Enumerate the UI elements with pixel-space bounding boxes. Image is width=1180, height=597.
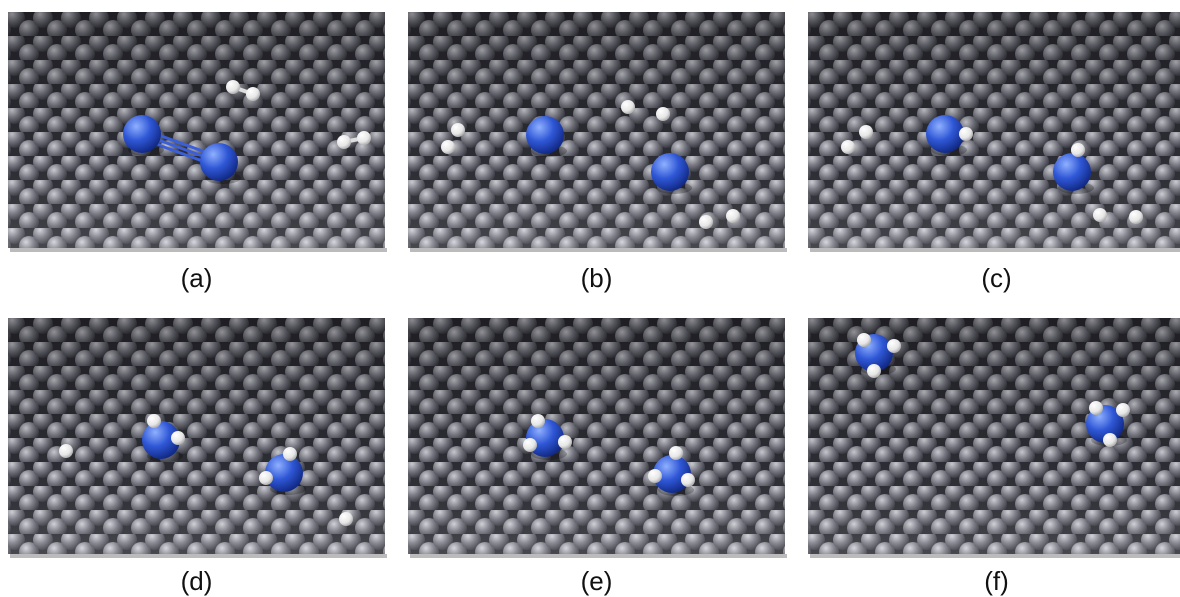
panel xyxy=(8,318,387,558)
panel xyxy=(808,12,1180,252)
hydrogen-atom xyxy=(656,107,670,121)
hydrogen-atom xyxy=(59,444,73,458)
hydrogen-atom xyxy=(841,140,855,154)
hydrogen-atom xyxy=(337,135,351,149)
panel-label: (f) xyxy=(984,566,1009,596)
hydrogen-atom xyxy=(1071,143,1085,157)
panel-label: (b) xyxy=(581,263,613,293)
hydrogen-atom xyxy=(147,414,161,428)
panel xyxy=(8,12,387,252)
panel-label: (e) xyxy=(581,566,613,596)
surface-shade xyxy=(8,318,385,554)
hydrogen-atom xyxy=(669,446,683,460)
hydrogen-atom xyxy=(339,512,353,526)
hydrogen-atom xyxy=(1116,403,1130,417)
panel-label: (c) xyxy=(981,263,1011,293)
panel-shadow xyxy=(10,248,387,252)
hydrogen-atom xyxy=(523,438,537,452)
panel xyxy=(408,318,787,558)
panel-label: (a) xyxy=(181,263,213,293)
hydrogen-atom xyxy=(441,140,455,154)
panel-shadow xyxy=(410,248,787,252)
nitrogen-atom xyxy=(651,153,689,191)
hydrogen-atom xyxy=(857,333,871,347)
hydrogen-atom xyxy=(867,364,881,378)
hydrogen-atom xyxy=(558,435,572,449)
surface-shade xyxy=(408,318,785,554)
panel xyxy=(808,318,1180,558)
hydrogen-atom xyxy=(357,131,371,145)
nitrogen-atom xyxy=(123,115,161,153)
hydrogen-atom xyxy=(726,209,740,223)
hydrogen-atom xyxy=(283,447,297,461)
hydrogen-atom xyxy=(959,127,973,141)
hydrogen-atom xyxy=(699,215,713,229)
hydrogen-atom xyxy=(859,125,873,139)
hydrogen-atom xyxy=(451,123,465,137)
hydrogen-atom xyxy=(1103,433,1117,447)
hydrogen-atom xyxy=(1089,401,1103,415)
hydrogen-atom xyxy=(681,473,695,487)
hydrogen-atom xyxy=(1093,208,1107,222)
hydrogen-atom xyxy=(226,80,240,94)
panel-label: (d) xyxy=(181,566,213,596)
nitrogen-atom xyxy=(526,116,564,154)
nitrogen-atom xyxy=(265,454,303,492)
nitrogen-atom xyxy=(653,455,691,493)
panel xyxy=(408,12,787,252)
surface-shade xyxy=(408,12,785,248)
nitrogen-atom xyxy=(1053,153,1091,191)
nitrogen-atom xyxy=(926,115,964,153)
hydrogen-atom xyxy=(171,431,185,445)
hydrogen-atom xyxy=(621,100,635,114)
nitrogen-atom xyxy=(142,421,180,459)
panel-shadow xyxy=(810,248,1180,252)
panel-shadow xyxy=(810,554,1180,558)
panel-shadow xyxy=(410,554,787,558)
hydrogen-atom xyxy=(648,469,662,483)
panel-shadow xyxy=(10,554,387,558)
hydrogen-atom xyxy=(887,339,901,353)
hydrogen-atom xyxy=(259,471,273,485)
hydrogen-atom xyxy=(531,414,545,428)
hydrogen-atom xyxy=(246,87,260,101)
nitrogen-atom xyxy=(200,143,238,181)
hydrogen-atom xyxy=(1129,210,1143,224)
surface-shade xyxy=(8,12,385,248)
